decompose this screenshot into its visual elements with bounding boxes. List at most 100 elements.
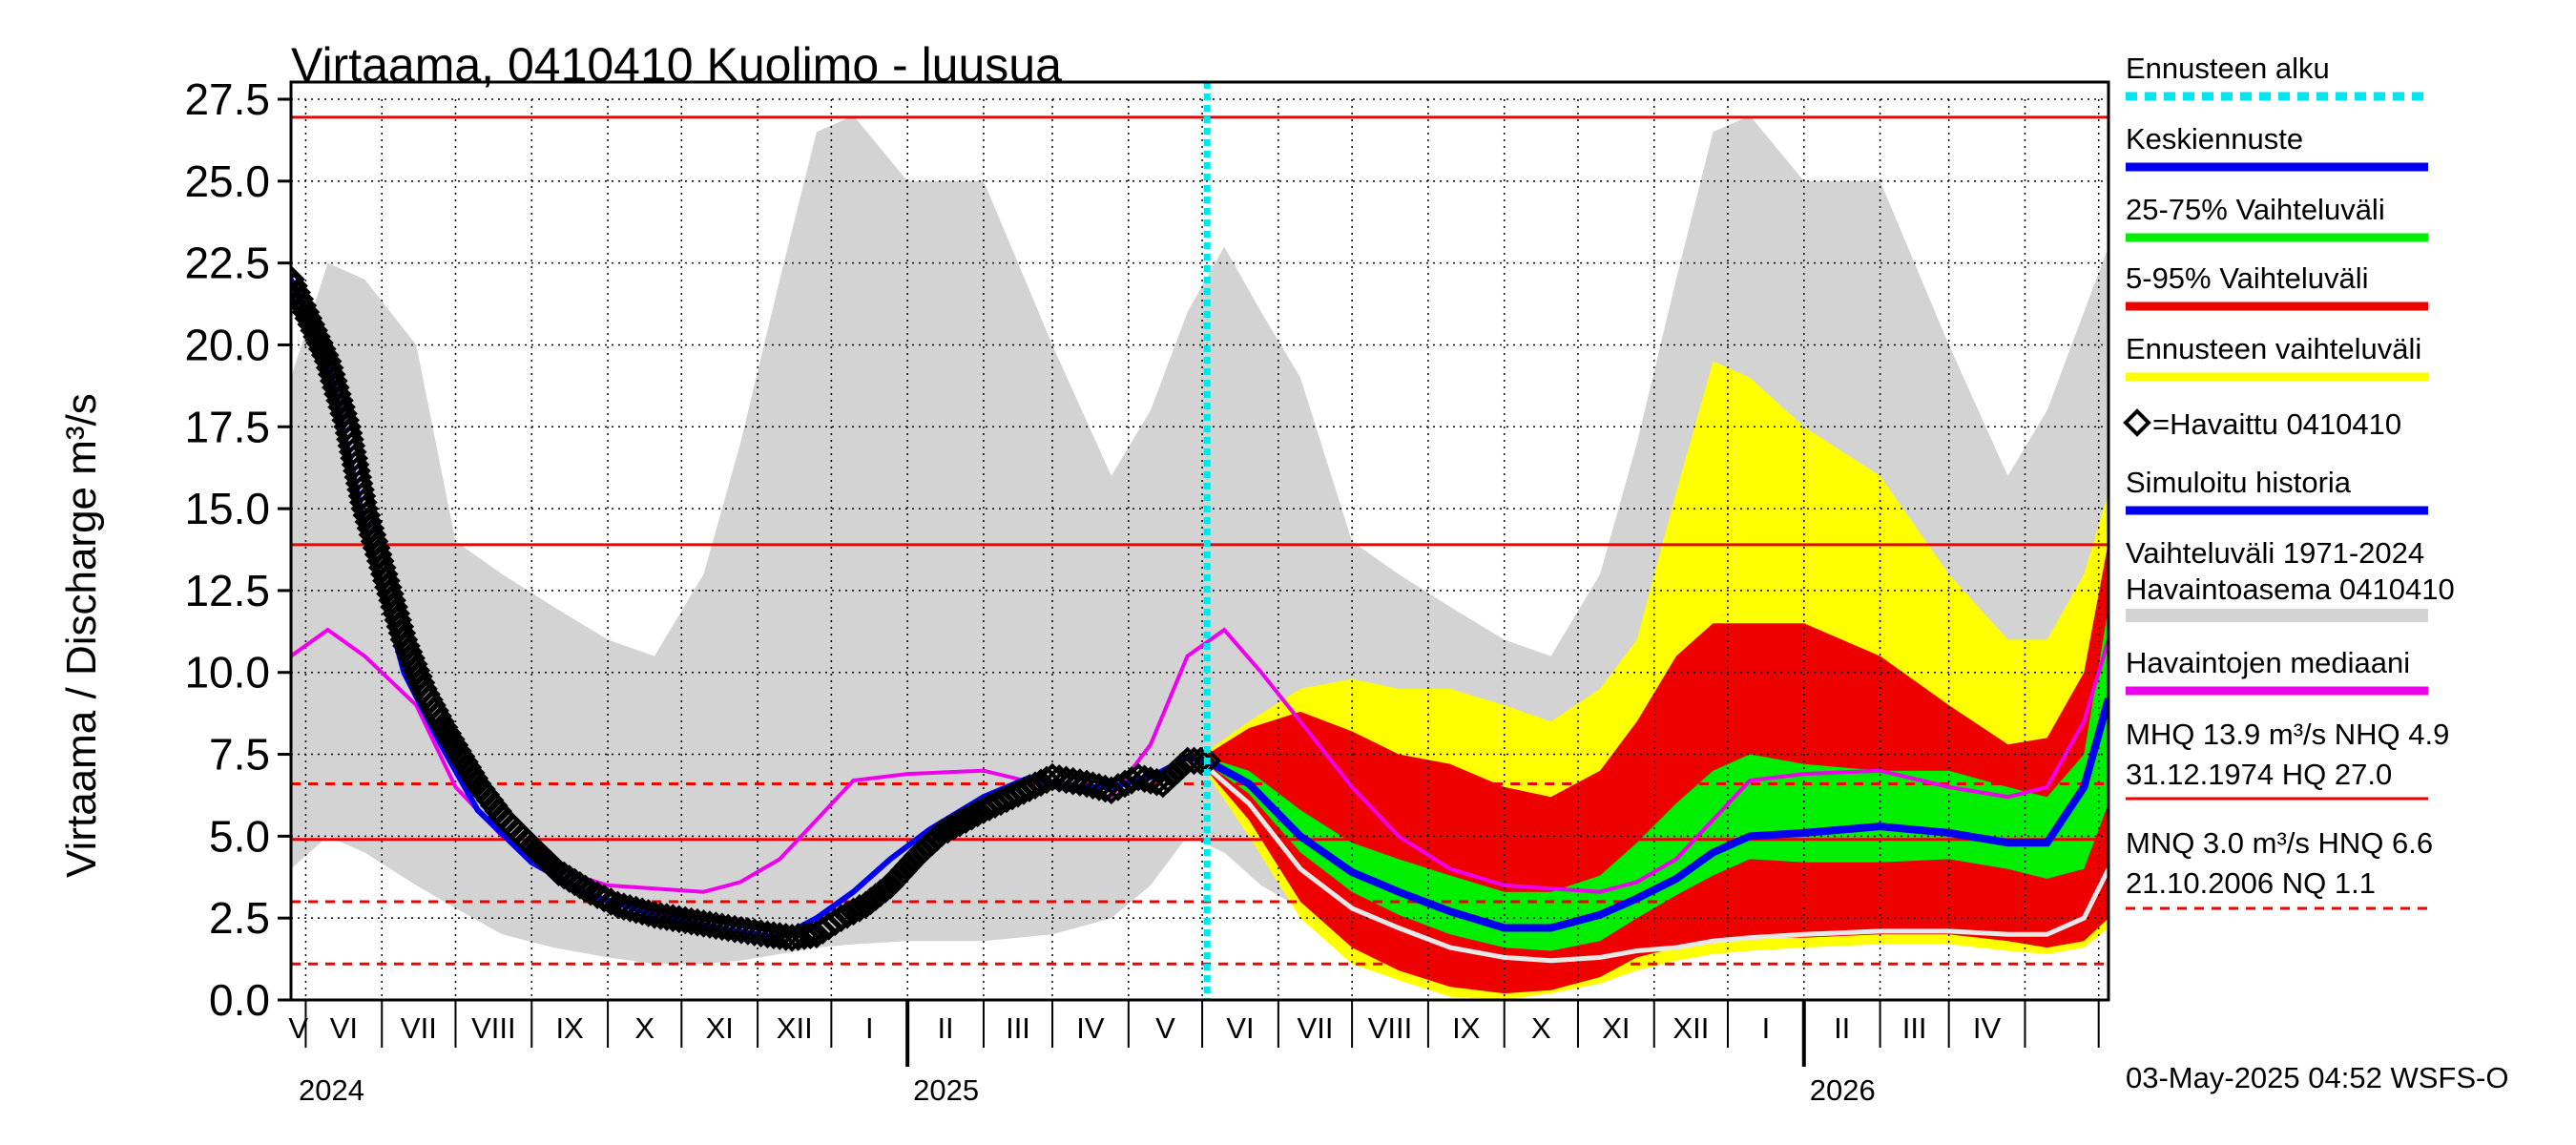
observed-point xyxy=(845,894,874,923)
stats-line-3: MNQ 3.0 m³/s HNQ 6.6 xyxy=(2126,826,2433,860)
x-month-label: VII xyxy=(1298,1011,1334,1045)
legend-observed-marker xyxy=(2123,408,2151,437)
plot-clipped-group xyxy=(291,98,2109,1000)
x-month-label: XII xyxy=(777,1011,813,1045)
legend-label: Keskiennuste xyxy=(2126,122,2303,156)
chart-title: Virtaama, 0410410 Kuolimo - luusua xyxy=(291,38,1062,92)
axes: 0.0 2.5 5.0 7.5 10.0 12.5 15.0 17.5 20.0 22.5 25.0… xyxy=(184,74,2110,1107)
x-month-label: V xyxy=(1155,1011,1175,1045)
x-month-label: IV xyxy=(1076,1011,1105,1045)
x-month-label: XII xyxy=(1672,1011,1709,1045)
x-month-label: II xyxy=(1834,1011,1850,1045)
x-month-label: II xyxy=(937,1011,953,1045)
observed-point xyxy=(826,904,856,933)
y-tick-label: 10.0 xyxy=(184,648,270,697)
x-month-label: I xyxy=(865,1011,874,1045)
observed-point xyxy=(387,618,417,648)
observed-point xyxy=(399,650,428,678)
x-month-label: VI xyxy=(330,1011,358,1045)
stats-line-4: 21.10.2006 NQ 1.1 xyxy=(2126,866,2376,900)
y-tick-label: 5.0 xyxy=(209,811,270,861)
y-tick-label: 7.5 xyxy=(209,730,270,780)
observed-point xyxy=(1186,746,1215,776)
x-month-label: X xyxy=(1531,1011,1551,1045)
x-month-label: VIII xyxy=(471,1011,516,1045)
observed-point xyxy=(385,612,415,641)
footer-timestamp: 03-May-2025 04:52 WSFS-O xyxy=(2126,1061,2508,1094)
x-month-label: V xyxy=(288,1011,308,1045)
observed-point xyxy=(1032,765,1061,795)
observed-point xyxy=(291,271,308,301)
legend-label: Simuloitu historia xyxy=(2126,466,2352,499)
legend: Ennusteen alku Keskiennuste 25-75% Vaihtel… xyxy=(2123,52,2455,696)
stats-line-2: 31.12.1974 HQ 27.0 xyxy=(2126,758,2392,791)
y-tick-label: 17.5 xyxy=(184,402,270,451)
observed-point xyxy=(402,656,431,685)
observed-point xyxy=(1104,773,1132,802)
observed-series xyxy=(291,264,1222,952)
observed-point xyxy=(839,897,868,926)
observed-point xyxy=(297,310,326,339)
observed-point xyxy=(1117,766,1146,795)
observed-point xyxy=(291,291,318,321)
observed-point xyxy=(1096,776,1126,805)
x-year-label: 2026 xyxy=(1810,1073,1876,1107)
observed-point xyxy=(302,323,331,351)
observed-point xyxy=(389,625,419,655)
reference-low-line xyxy=(1205,765,2109,964)
x-month-label: VIII xyxy=(1368,1011,1413,1045)
observed-point xyxy=(394,637,424,667)
x-month-label: IX xyxy=(1452,1011,1481,1045)
x-month-label: XI xyxy=(1602,1011,1630,1045)
legend-label: 5-95% Vaihteluväli xyxy=(2126,261,2368,295)
observed-point xyxy=(392,632,421,660)
band-25-75 xyxy=(1207,607,2109,951)
observed-point xyxy=(305,328,334,358)
x-month-label: XI xyxy=(706,1011,734,1045)
x-month-label: III xyxy=(1006,1011,1030,1045)
y-tick-label: 22.5 xyxy=(184,239,270,288)
observed-point xyxy=(294,303,323,333)
legend-label: Ennusteen vaihteluväli xyxy=(2126,332,2421,365)
x-month-label: IX xyxy=(556,1011,585,1045)
y-tick-label: 15.0 xyxy=(184,484,270,533)
stats-line-1: MHQ 13.9 m³/s NHQ 4.9 xyxy=(2126,718,2449,751)
y-tick-label: 2.5 xyxy=(209,893,270,943)
observed-point xyxy=(291,298,321,326)
y-axis-label: Virtaama / Discharge m³/s xyxy=(58,393,105,878)
y-tick-label: 25.0 xyxy=(184,156,270,206)
legend-label: Havaintojen mediaani xyxy=(2126,646,2410,679)
x-year-label: 2024 xyxy=(299,1073,364,1107)
x-month-label: III xyxy=(1902,1011,1927,1045)
y-tick-label: 20.0 xyxy=(184,320,270,369)
observed-point xyxy=(291,264,305,294)
observed-point xyxy=(310,341,340,370)
legend-label: Havaintoasema 0410410 xyxy=(2126,572,2455,606)
x-month-label: I xyxy=(1762,1011,1771,1045)
x-month-label: VI xyxy=(1226,1011,1254,1045)
forecast-mean-line xyxy=(1205,697,2109,932)
observed-point xyxy=(796,921,825,950)
observed-point xyxy=(576,877,605,906)
observed-point xyxy=(590,884,619,913)
x-month-label: IV xyxy=(1973,1011,2002,1045)
x-year-label: 2025 xyxy=(913,1073,979,1107)
plot-frame xyxy=(289,80,2110,1002)
observed-point xyxy=(300,316,328,345)
observed-point xyxy=(583,881,612,909)
observed-point xyxy=(397,643,426,673)
legend-label: Vaihteluväli 1971-2024 xyxy=(2126,536,2424,570)
y-tick-label: 27.5 xyxy=(184,74,270,124)
y-tick-label: 12.5 xyxy=(184,566,270,615)
x-month-label: X xyxy=(634,1011,654,1045)
observed-point xyxy=(291,278,312,307)
legend-label: 25-75% Vaihteluväli xyxy=(2126,193,2385,226)
legend-label: Ennusteen alku xyxy=(2126,52,2330,85)
y-tick-label: 0.0 xyxy=(209,975,270,1025)
observed-point xyxy=(833,900,862,929)
observed-point xyxy=(307,334,337,364)
plot-area xyxy=(291,82,2109,1000)
x-month-label: VII xyxy=(401,1011,437,1045)
legend-label: =Havaittu 0410410 xyxy=(2152,407,2401,441)
